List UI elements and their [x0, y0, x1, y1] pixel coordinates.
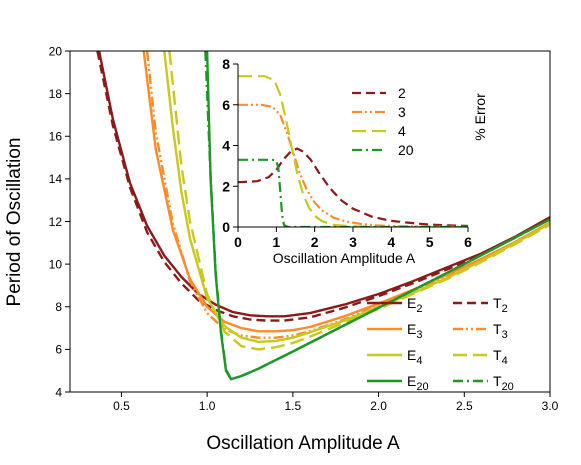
main-series-line-t2: [96, 51, 550, 322]
main-series-line-t3: [145, 51, 550, 339]
main-x-tick-label: 2.5: [456, 399, 473, 413]
main-legend-label-subscript: 3: [416, 329, 422, 341]
main-legend-label-subscript: 3: [502, 329, 508, 341]
main-y-tick-label: 16: [49, 130, 63, 144]
main-series-line-e2: [97, 51, 550, 318]
main-y-tick-label: 14: [49, 172, 63, 186]
main-y-ticks: 4 6 8 10 12 14 16 18 20: [49, 44, 70, 399]
main-legend-label-letter: E: [407, 373, 416, 389]
main-legend-label: E20: [407, 373, 429, 393]
inset-background: [238, 64, 468, 227]
main-legend-label-subscript: 20: [502, 381, 514, 393]
main-x-axis-label: Oscillation Amplitude A: [206, 433, 400, 454]
inset-y-tick-label: 4: [222, 138, 230, 154]
inset-y-axis-label: % Error: [472, 93, 488, 141]
inset-legend: 2 3 4 20: [352, 85, 414, 158]
main-series-lines: [96, 51, 550, 381]
main-y-tick-label: 20: [49, 44, 63, 58]
inset-y-ticks: 0 2 4 6 8: [222, 56, 238, 235]
inset-y-tick-label: 8: [222, 56, 230, 72]
inset-x-tick-label: 1: [272, 234, 280, 250]
main-legend-label-subscript: 20: [416, 381, 428, 393]
main-legend-label-subscript: 4: [502, 355, 508, 367]
inset-y-tick-label: 0: [222, 219, 230, 235]
main-x-tick-label: 1.5: [285, 399, 302, 413]
inset-legend-label: 4: [398, 123, 406, 139]
inset-x-tick-label: 4: [387, 234, 395, 250]
main-legend-label-subscript: 2: [416, 303, 422, 315]
main-y-tick-label: 10: [49, 257, 63, 271]
main-legend-label-subscript: 4: [416, 355, 422, 367]
inset-y-tick-label: 2: [222, 178, 230, 194]
main-y-tick-label: 12: [49, 215, 63, 229]
main-y-tick-label: 4: [55, 385, 62, 399]
main-legend-label: E3: [407, 321, 422, 341]
main-legend-label: T3: [493, 321, 508, 341]
inset-x-tick-label: 2: [311, 234, 319, 250]
main-legend-label: T2: [493, 295, 508, 315]
main-y-tick-label: 6: [55, 343, 62, 357]
main-legend-label-letter: T: [493, 373, 502, 389]
main-x-ticks: 0.5 1.0 1.5 2.0 2.5 3.0: [113, 392, 559, 413]
inset-series-line-2: [238, 147, 468, 227]
main-legend-label-letter: T: [493, 321, 502, 337]
inset-x-tick-label: 5: [426, 234, 434, 250]
inset-series-line-20: [238, 158, 468, 227]
main-legend-label: T20: [493, 373, 514, 393]
main-y-tick-label: 18: [49, 87, 63, 101]
main-x-tick-label: 1.0: [199, 399, 216, 413]
main-x-tick-label: 0.5: [113, 399, 130, 413]
main-series-line-t4: [168, 51, 550, 351]
main-y-tick-label: 8: [55, 300, 62, 314]
inset-x-tick-label: 0: [234, 234, 242, 250]
inset-legend-label: 3: [398, 104, 406, 120]
main-legend-label: E4: [407, 347, 422, 367]
main-legend-label-letter: E: [407, 295, 416, 311]
inset-x-tick-label: 3: [349, 234, 357, 250]
inset-x-ticks: 0 1 2 3 4 5 6: [234, 227, 472, 250]
inset-legend-label: 2: [398, 85, 406, 101]
main-legend-label-subscript: 2: [502, 303, 508, 315]
inset-plot: 0 1 2 3 4 5 6 0 2 4 6 8 Oscillation Amplitude A % …: [222, 56, 488, 266]
inset-x-tick-label: 6: [464, 234, 472, 250]
inset-y-tick-label: 6: [222, 97, 230, 113]
main-legend-label: T4: [493, 347, 508, 367]
main-legend-label-letter: E: [407, 347, 416, 363]
main-legend-label-letter: E: [407, 321, 416, 337]
inset-legend-label: 20: [398, 142, 414, 158]
main-x-tick-label: 3.0: [542, 399, 559, 413]
main-y-axis-label: Period of Oscillation: [4, 138, 25, 307]
main-series-line-e4: [163, 51, 550, 344]
inset-x-axis-label: Oscillation Amplitude A: [273, 250, 416, 266]
main-legend-label-letter: T: [493, 295, 502, 311]
main-legend-label: E2: [407, 295, 422, 315]
main-series-line-t20: [204, 51, 550, 381]
main-legend-label-letter: T: [493, 347, 502, 363]
main-x-tick-label: 2.0: [370, 399, 387, 413]
